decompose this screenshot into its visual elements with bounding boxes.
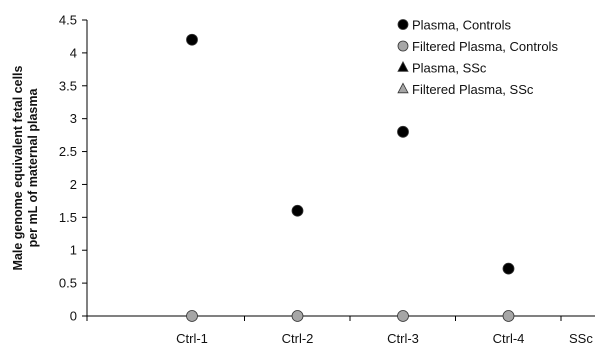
data-point: [397, 310, 409, 322]
x-tick-label: Ctrl-3: [387, 331, 419, 346]
y-tick-label: 4.5: [59, 13, 77, 28]
data-point: [291, 204, 304, 217]
legend-marker: [397, 19, 409, 30]
data-point: [186, 33, 198, 46]
y-ticks: 0 0.5 1 1.5 2 2.5 3 3.5 4 4.5: [59, 13, 87, 324]
y-tick-label: 3.5: [59, 78, 77, 93]
data-point: [291, 310, 304, 322]
data-point: [186, 310, 198, 322]
legend-marker: [397, 82, 409, 94]
legend-label: Filtered Plasma, Controls: [412, 39, 558, 54]
y-tick-label: 0.5: [59, 276, 77, 291]
legend-label: Filtered Plasma, SSc: [412, 82, 534, 97]
data-point: [502, 310, 515, 322]
y-tick-label: 4: [70, 45, 77, 60]
legend-label: Plasma, SSc: [412, 61, 487, 76]
x-tick-label: Ctrl-2: [282, 331, 314, 346]
y-tick-label: 3: [70, 111, 77, 126]
y-axis-title-line-1: Male genome equivalent fetal cells: [11, 65, 25, 270]
y-tick-label: 0: [70, 309, 77, 324]
data-points: [186, 33, 515, 322]
y-tick-label: 1: [70, 243, 77, 258]
legend: Plasma, Controls Filtered Plasma, Control…: [397, 18, 558, 97]
legend-marker: [397, 60, 409, 72]
x-tick-label: Ctrl-4: [493, 331, 525, 346]
y-tick-label: 2: [70, 177, 77, 192]
legend-label: Plasma, Controls: [412, 18, 511, 33]
legend-marker: [397, 40, 409, 52]
y-tick-label: 1.5: [59, 210, 77, 225]
x-ticks: Ctrl-1 Ctrl-2 Ctrl-3 Ctrl-4 SSc: [86, 316, 593, 346]
y-axis-title: Male genome equivalent fetal cells per m…: [11, 65, 40, 270]
x-tick-label: Ctrl-1: [176, 331, 208, 346]
y-tick-label: 2.5: [59, 144, 77, 159]
y-axis-title-line-2: per mL of maternal plasma: [26, 88, 40, 248]
data-point: [397, 125, 409, 138]
data-point: [502, 262, 515, 275]
x-tick-label: SSc: [569, 331, 593, 346]
